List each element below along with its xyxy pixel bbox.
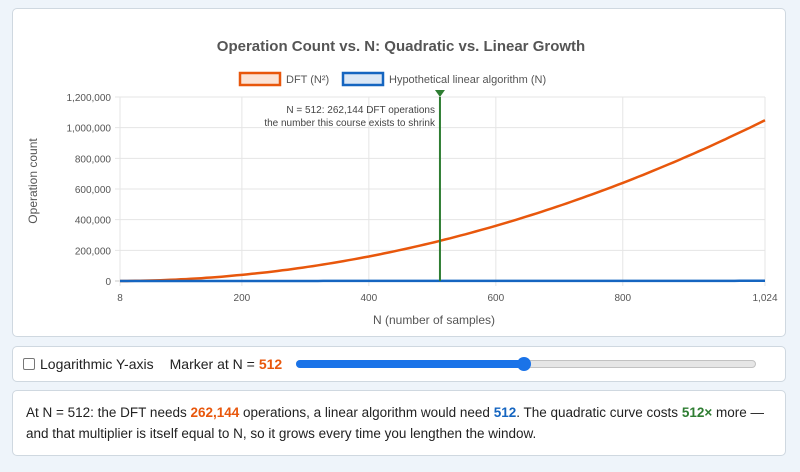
marker-annotation-line2: the number this course exists to shrink — [264, 118, 436, 129]
x-tick-label: 800 — [614, 293, 631, 304]
y-tick-label: 600,000 — [75, 185, 112, 196]
marker-label: Marker at N = — [169, 356, 255, 372]
info-text-part: operations, a linear algorithm would nee… — [239, 405, 494, 420]
chart: 0 200,000 400,000 600,000 800,000 1,000,000 1,… — [26, 38, 778, 327]
legend-dft-swatch — [238, 71, 282, 87]
marker-value: 512 — [258, 356, 283, 372]
controls-panel: Logarithmic Y-axis Marker at N = 512 — [12, 346, 786, 382]
info-text-part: . The quadratic curve costs — [516, 405, 682, 420]
info-text-part: more — and that multiplier is itself equ… — [26, 405, 764, 441]
x-axis-label: N (number of samples) — [373, 313, 495, 327]
info-text-part: At N = 512: the DFT needs — [26, 405, 191, 420]
x-tick-label: 600 — [487, 293, 504, 304]
info-text: At N = 512: the DFT needs 262,144 operat… — [13, 391, 785, 444]
chart-title: Operation Count vs. N: Quadratic vs. Lin… — [217, 38, 585, 55]
legend-linear-label: Hypothetical linear algorithm (N) — [389, 74, 546, 86]
chart-panel: 0 200,000 400,000 600,000 800,000 1,000,000 1,… — [12, 8, 786, 337]
dft-ops-value: 262,144 — [190, 405, 240, 420]
y-tick-label: 1,000,000 — [67, 124, 112, 135]
x-tick-label: 8 — [117, 293, 123, 304]
legend-dft-label: DFT (N²) — [286, 74, 329, 86]
slider-fill — [296, 360, 525, 368]
dft-series-line — [120, 119, 766, 283]
slider-thumb[interactable] — [517, 357, 532, 371]
y-tick-label: 1,200,000 — [67, 93, 112, 104]
y-tick-label: 800,000 — [75, 154, 112, 165]
marker-slider[interactable] — [296, 357, 757, 371]
y-axis-label: Operation count — [26, 138, 40, 224]
linear-ops-value: 512 — [493, 405, 517, 420]
x-tick-label: 400 — [361, 293, 378, 304]
y-tick-label: 200,000 — [75, 246, 112, 257]
info-panel: At N = 512: the DFT needs 262,144 operat… — [12, 390, 786, 456]
marker-annotation-line1: N = 512: 262,144 DFT operations — [286, 105, 435, 116]
y-tick-label: 400,000 — [75, 216, 112, 227]
log-scale-checkbox[interactable] — [23, 358, 35, 370]
marker-triangle-icon — [434, 90, 445, 97]
y-tick-label: 0 — [105, 277, 111, 288]
log-scale-label: Logarithmic Y-axis — [40, 356, 154, 372]
multiplier-value: 512× — [681, 405, 713, 420]
x-tick-label: 1,024 — [752, 293, 777, 304]
x-tick-label: 200 — [234, 293, 251, 304]
legend-linear-swatch — [341, 71, 385, 87]
